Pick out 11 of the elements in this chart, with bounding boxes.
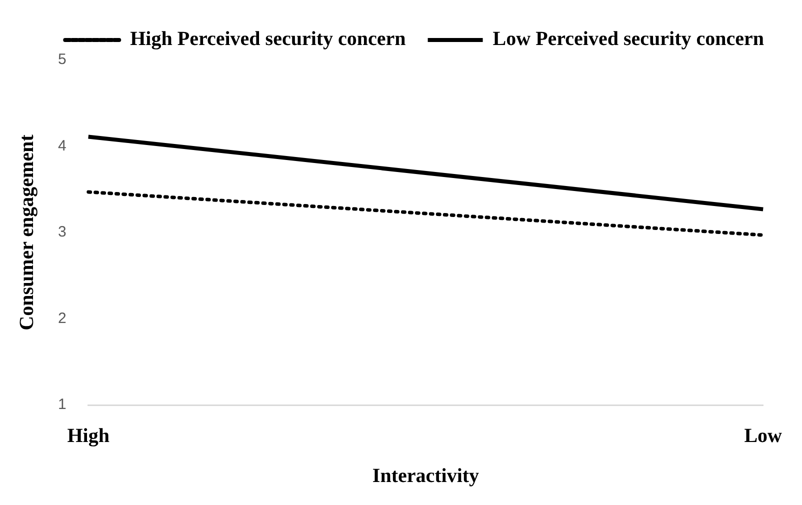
y-tick-label: 1 bbox=[58, 396, 66, 414]
x-tick-label: Low bbox=[744, 425, 783, 448]
y-axis-title: Consumer engagement bbox=[16, 134, 38, 330]
y-tick-label: 4 bbox=[58, 137, 66, 154]
y-tick-label: 3 bbox=[58, 224, 66, 241]
y-tick-label: 2 bbox=[58, 310, 66, 327]
legend-label: High Perceived security concern bbox=[130, 28, 406, 50]
x-tick-label: High bbox=[67, 425, 110, 448]
y-tick-label: 5 bbox=[58, 51, 66, 68]
x-axis-title: Interactivity bbox=[372, 465, 480, 488]
legend-label: Low Perceived security concern bbox=[492, 28, 764, 50]
